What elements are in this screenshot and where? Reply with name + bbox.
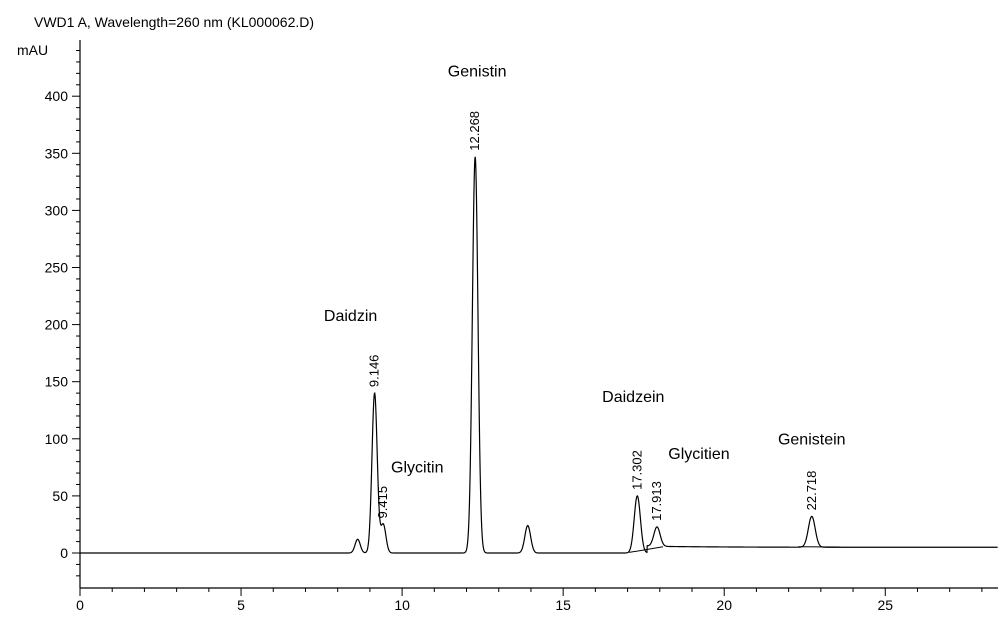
y-tick-label: 100 [45,431,69,447]
peak-compound-label: Glycitien [668,446,729,463]
peak-compound-label: Genistein [778,431,846,448]
peak-compound-label: Glycitin [391,459,443,476]
y-tick-label: 350 [45,145,69,161]
y-tick-label: 400 [45,88,69,104]
y-tick-label: 150 [45,374,69,390]
peak-rt-label: 22.718 [804,471,819,511]
y-tick-label: 50 [52,488,68,504]
peak-rt-label: 17.913 [649,481,664,521]
x-tick-label: 20 [716,597,732,613]
y-tick-label: 250 [45,260,69,276]
peak-compound-label: Daidzein [602,389,664,406]
x-tick-label: 25 [877,597,893,613]
peak-rt-label: 12.268 [467,111,482,151]
x-tick-label: 0 [76,597,84,613]
y-tick-label: 0 [60,545,68,561]
y-tick-label: 200 [45,317,69,333]
peak-compound-label: Genistin [448,64,507,81]
chromatogram-trace [80,156,998,554]
x-tick-label: 15 [555,597,571,613]
peak-rt-label: 9.415 [375,486,390,519]
peak-compound-label: Daidzin [324,308,377,325]
x-tick-label: 5 [237,597,245,613]
y-axis-label: mAU [17,42,49,58]
chart-title: VWD1 A, Wavelength=260 nm (KL000062.D) [34,14,315,30]
peak-rt-label: 17.302 [629,450,644,490]
peak-rt-label: 9.146 [367,355,382,388]
y-tick-label: 300 [45,202,69,218]
x-tick-label: 10 [394,597,410,613]
integration-baseline [629,546,664,553]
